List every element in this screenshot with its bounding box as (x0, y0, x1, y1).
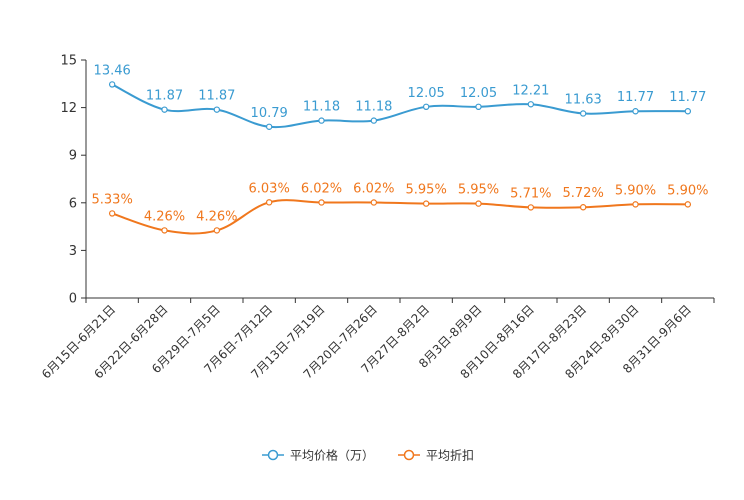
data-label: 11.18 (355, 100, 392, 115)
data-label: 11.87 (198, 89, 235, 104)
y-tick-label: 15 (60, 54, 77, 69)
y-tick-label: 9 (69, 149, 77, 164)
data-label: 5.95% (458, 183, 499, 198)
data-label: 12.05 (460, 86, 497, 101)
data-label: 13.46 (94, 63, 131, 78)
data-point (632, 108, 639, 115)
data-point (370, 199, 378, 206)
data-point (684, 201, 692, 208)
series-line-1 (111, 199, 688, 235)
data-label: 5.90% (667, 183, 708, 198)
data-point (318, 199, 325, 206)
data-point (422, 103, 430, 111)
data-point (527, 101, 535, 108)
legend-marker-icon (267, 449, 279, 461)
data-point (318, 117, 325, 124)
data-label: 11.77 (669, 90, 706, 105)
y-tick-label: 6 (69, 196, 77, 211)
data-point (475, 103, 482, 111)
data-point (475, 200, 482, 207)
data-label: 11.77 (617, 90, 654, 105)
data-label: 4.26% (144, 209, 185, 224)
legend-item: 平均折扣 (398, 448, 474, 463)
data-point (108, 210, 116, 217)
data-point (684, 108, 692, 115)
data-label: 5.90% (615, 183, 656, 198)
legend-label: 平均价格（万） (290, 448, 374, 463)
legend-label: 平均折扣 (426, 448, 474, 463)
legend-marker-icon (403, 449, 415, 461)
data-point (632, 201, 639, 208)
y-tick-label: 3 (69, 244, 77, 259)
data-point (370, 117, 378, 124)
y-tick-label: 12 (60, 101, 77, 116)
data-point (161, 227, 168, 234)
data-point (422, 200, 430, 207)
data-label: 6.02% (301, 181, 342, 196)
data-point (108, 81, 116, 88)
series-line-0 (111, 83, 688, 129)
data-label: 11.18 (303, 100, 340, 115)
legend-item: 平均价格（万） (262, 448, 374, 463)
data-label: 12.05 (408, 86, 445, 101)
data-point (527, 204, 535, 211)
data-point (161, 106, 168, 113)
data-label: 6.02% (353, 181, 394, 196)
data-point (265, 199, 273, 206)
data-label: 6.03% (249, 181, 290, 196)
data-label: 5.95% (406, 183, 447, 198)
data-label: 10.79 (251, 106, 288, 121)
data-label: 11.63 (565, 92, 602, 107)
data-label: 5.71% (510, 186, 551, 201)
data-label: 4.26% (196, 209, 237, 224)
data-point (213, 227, 221, 234)
data-point (579, 110, 587, 117)
data-point (579, 204, 587, 211)
data-label: 11.87 (146, 89, 183, 104)
data-point (213, 106, 221, 113)
data-label: 5.72% (563, 186, 604, 201)
data-label: 12.21 (512, 83, 549, 98)
data-label: 5.33% (92, 192, 133, 207)
y-tick-label: 0 (69, 292, 77, 307)
data-point (265, 123, 273, 130)
